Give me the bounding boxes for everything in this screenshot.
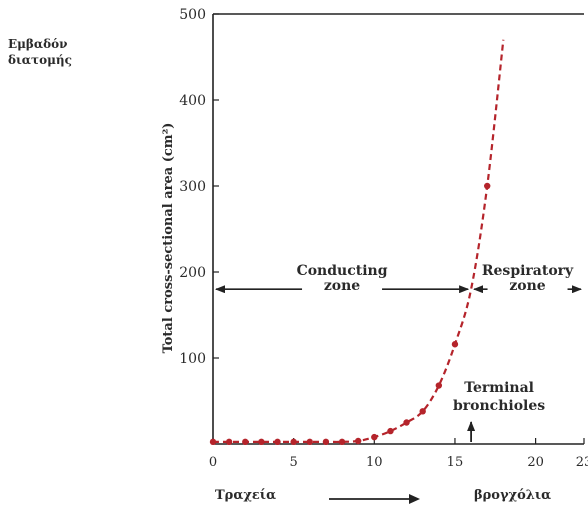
y-tick-label: 200 (179, 265, 206, 281)
y-tick-label: 400 (179, 93, 206, 109)
y-tick-label: 500 (179, 7, 206, 23)
data-point (451, 341, 459, 348)
x-tick-label: 10 (366, 455, 383, 470)
data-point (371, 433, 378, 441)
data-point (387, 427, 394, 435)
data-point (354, 437, 362, 445)
data-point (209, 438, 217, 446)
annotation-line1: Terminal (464, 380, 534, 396)
annotation: Terminal bronchioles (453, 380, 545, 442)
data-point (306, 438, 313, 446)
zone-label-line2: zone (509, 278, 545, 294)
side-label-line1: Εμβαδόν (8, 37, 68, 51)
data-point (322, 438, 330, 446)
zone-label-line2: zone (324, 278, 360, 294)
x-tick-label: 20 (527, 455, 544, 470)
bottom-label-trachea: Τραχεία (215, 488, 277, 503)
series (209, 39, 505, 446)
data-point (274, 438, 281, 446)
data-point (403, 419, 410, 426)
y-tick-label: 300 (179, 179, 206, 195)
side-label-line2: διατομής (8, 53, 72, 67)
x-tick-label: 15 (447, 455, 464, 470)
data-point (225, 438, 233, 446)
side-label: Εμβαδόν διατομής (8, 36, 72, 68)
data-point (290, 438, 297, 446)
zone-label-line1: Respiratory (482, 263, 574, 279)
y-axis-label: Total cross-sectional area (cm²) (161, 123, 176, 354)
zone-label-bg (302, 261, 383, 298)
x-tick-label: 5 (290, 455, 298, 470)
x-tick-label: 23 (576, 455, 588, 470)
x-tick-label: 0 (209, 455, 217, 470)
data-point (484, 182, 491, 190)
y-tick-label: 100 (179, 351, 206, 367)
data-point (435, 382, 443, 389)
annotation-line2: bronchioles (453, 398, 545, 414)
data-point (419, 408, 426, 415)
bottom-arrow (329, 494, 420, 504)
data-point (242, 438, 249, 446)
zone-label-bg (487, 261, 568, 298)
data-point (338, 438, 346, 446)
bottom-label-bronchioles: βρογχόλια (474, 488, 552, 503)
zone-label-line1: Conducting (297, 263, 388, 279)
ticks: 0 5 10 15 20 23 100 200 300 400 500 (179, 7, 588, 470)
axes (212, 13, 584, 445)
data-point (258, 438, 265, 446)
series-line (212, 39, 505, 444)
